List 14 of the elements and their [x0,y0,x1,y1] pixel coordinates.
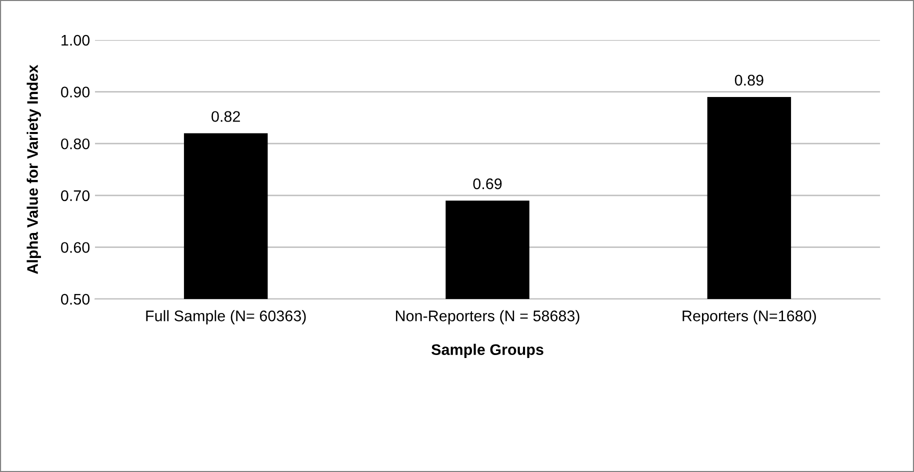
y-tick-label: 0.50 [61,294,90,305]
x-tick-label: Non-Reporters (N = 58683) [396,310,580,324]
x-axis-title: Sample Groups [431,344,544,358]
y-tick-label: 0.70 [61,190,90,202]
y-tick-label: 0.90 [61,86,90,98]
x-tick-label: Reporters (N=1680) [682,310,816,324]
data-label: 0.89 [734,74,764,86]
y-tick-label: 0.60 [61,242,90,253]
y-axis-title: Alpha Value for Variety Index [26,64,41,274]
y-tick-label: 1.00 [62,34,90,46]
data-label: 0.69 [473,178,502,190]
x-tick-label: Full Sample (N= 60363) [146,310,306,324]
y-tick-label: 0.80 [61,138,90,150]
data-label: 0.82 [212,111,240,122]
